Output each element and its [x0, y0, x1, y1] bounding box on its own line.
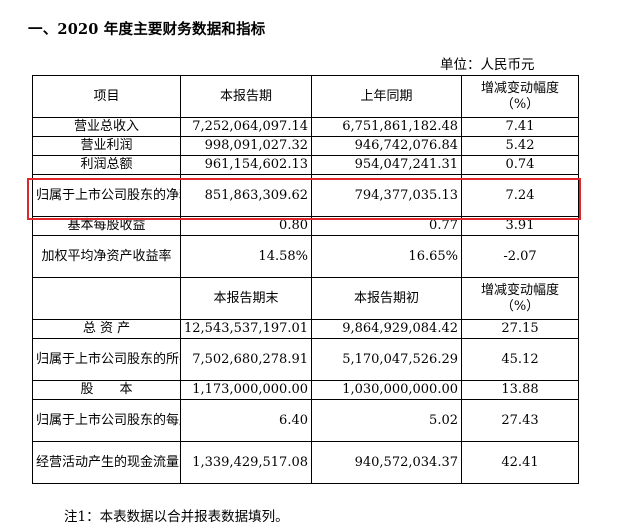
column-header: 增减变动幅度 （%） [461, 277, 579, 320]
current-value: 14.58% [180, 235, 312, 278]
prior-value: 6,751,861,182.48 [311, 117, 462, 137]
prior-value: 16.65% [311, 235, 462, 278]
table-row: 股 本 1,173,000,000.00 1,030,000,000.00 13.88 [32, 380, 579, 400]
table-row: 归属于上市公司股东的所有者权益7,502,680,278.915,170,047… [32, 338, 579, 381]
current-value: 1,339,429,517.08 [180, 441, 312, 484]
item-label: 营业总收入 [32, 117, 181, 137]
current-value: 12,543,537,197.01 [180, 319, 312, 339]
current-value: 961,154,602.13 [180, 155, 312, 175]
current-value: 998,091,027.32 [180, 136, 312, 156]
prior-value: 946,742,076.84 [311, 136, 462, 156]
change-pct: 27.15 [461, 319, 579, 339]
item-label: 经营活动产生的现金流量净额 [32, 441, 181, 484]
prior-value: 940,572,034.37 [311, 441, 462, 484]
item-label: 总 资 产 [32, 319, 181, 339]
change-pct: 5.42 [461, 136, 579, 156]
table-row: 总 资 产 12,543,537,197.01 9,864,929,084.42 27… [32, 319, 579, 339]
table-header-row: 本报告期末 本报告期初 增减变动幅度 （%） [32, 277, 579, 320]
prior-value: 1,030,000,000.00 [311, 380, 462, 400]
section-heading: 一、2020 年度主要财务数据和指标 [28, 21, 266, 38]
prior-value: 954,047,241.31 [311, 155, 462, 175]
highlight-box [27, 178, 581, 220]
current-value: 851,863,309.62 [180, 174, 312, 217]
current-value: 6.40 [180, 399, 312, 442]
table-note: 注1：本表数据以合并报表数据填列。 [64, 509, 289, 525]
item-label: 归属于上市公司股东的所有者权益 [32, 338, 181, 381]
item-label: 股 本 [32, 380, 181, 400]
table-row: 加权平均净资产收益率 14.58% 16.65% -2.07 [32, 235, 579, 278]
prior-value: 5.02 [311, 399, 462, 442]
column-header [32, 277, 181, 320]
change-pct: 42.41 [461, 441, 579, 484]
change-pct: 27.43 [461, 399, 579, 442]
item-label: 归属于上市公司股东的净利润 [32, 174, 181, 217]
table-row: 经营活动产生的现金流量净额1,339,429,517.08940,572,034… [32, 441, 579, 484]
financial-table: 项目 本报告期 上年同期 增减变动幅度 （%） 营业总收入 7,252,064,097.1… [32, 75, 579, 484]
table-row: 营业利润 998,091,027.32 946,742,076.84 5.42 [32, 136, 579, 156]
change-pct: 0.74 [461, 155, 579, 175]
table-header-row: 项目 本报告期 上年同期 增减变动幅度 （%） [32, 75, 579, 118]
column-header: 本报告期初 [311, 277, 462, 320]
item-label: 加权平均净资产收益率 [32, 235, 181, 278]
change-pct: 7.41 [461, 117, 579, 137]
table-row: 归属于上市公司股东的净利润851,863,309.62794,377,035.1… [32, 174, 579, 217]
current-value: 1,173,000,000.00 [180, 380, 312, 400]
item-label: 归属于上市公司股东的每股净资产 [32, 399, 181, 442]
change-pct: 7.24 [461, 174, 579, 217]
table-row: 营业总收入 7,252,064,097.14 6,751,861,182.48 7.4… [32, 117, 579, 137]
change-pct: -2.07 [461, 235, 579, 278]
change-pct: 13.88 [461, 380, 579, 400]
prior-value: 9,864,929,084.42 [311, 319, 462, 339]
current-value: 7,252,064,097.14 [180, 117, 312, 137]
current-value: 7,502,680,278.91 [180, 338, 312, 381]
prior-value: 5,170,047,526.29 [311, 338, 462, 381]
column-header: 本报告期 [180, 75, 312, 118]
table-row: 利润总额 961,154,602.13 954,047,241.31 0.74 [32, 155, 579, 175]
column-header: 上年同期 [311, 75, 462, 118]
change-pct: 45.12 [461, 338, 579, 381]
column-header: 项目 [32, 75, 181, 118]
column-header: 本报告期末 [180, 277, 312, 320]
item-label: 营业利润 [32, 136, 181, 156]
item-label: 利润总额 [32, 155, 181, 175]
currency-unit: 单位：人民币元 [440, 57, 535, 73]
column-header: 增减变动幅度 （%） [461, 75, 579, 118]
prior-value: 0.77 [311, 216, 462, 236]
